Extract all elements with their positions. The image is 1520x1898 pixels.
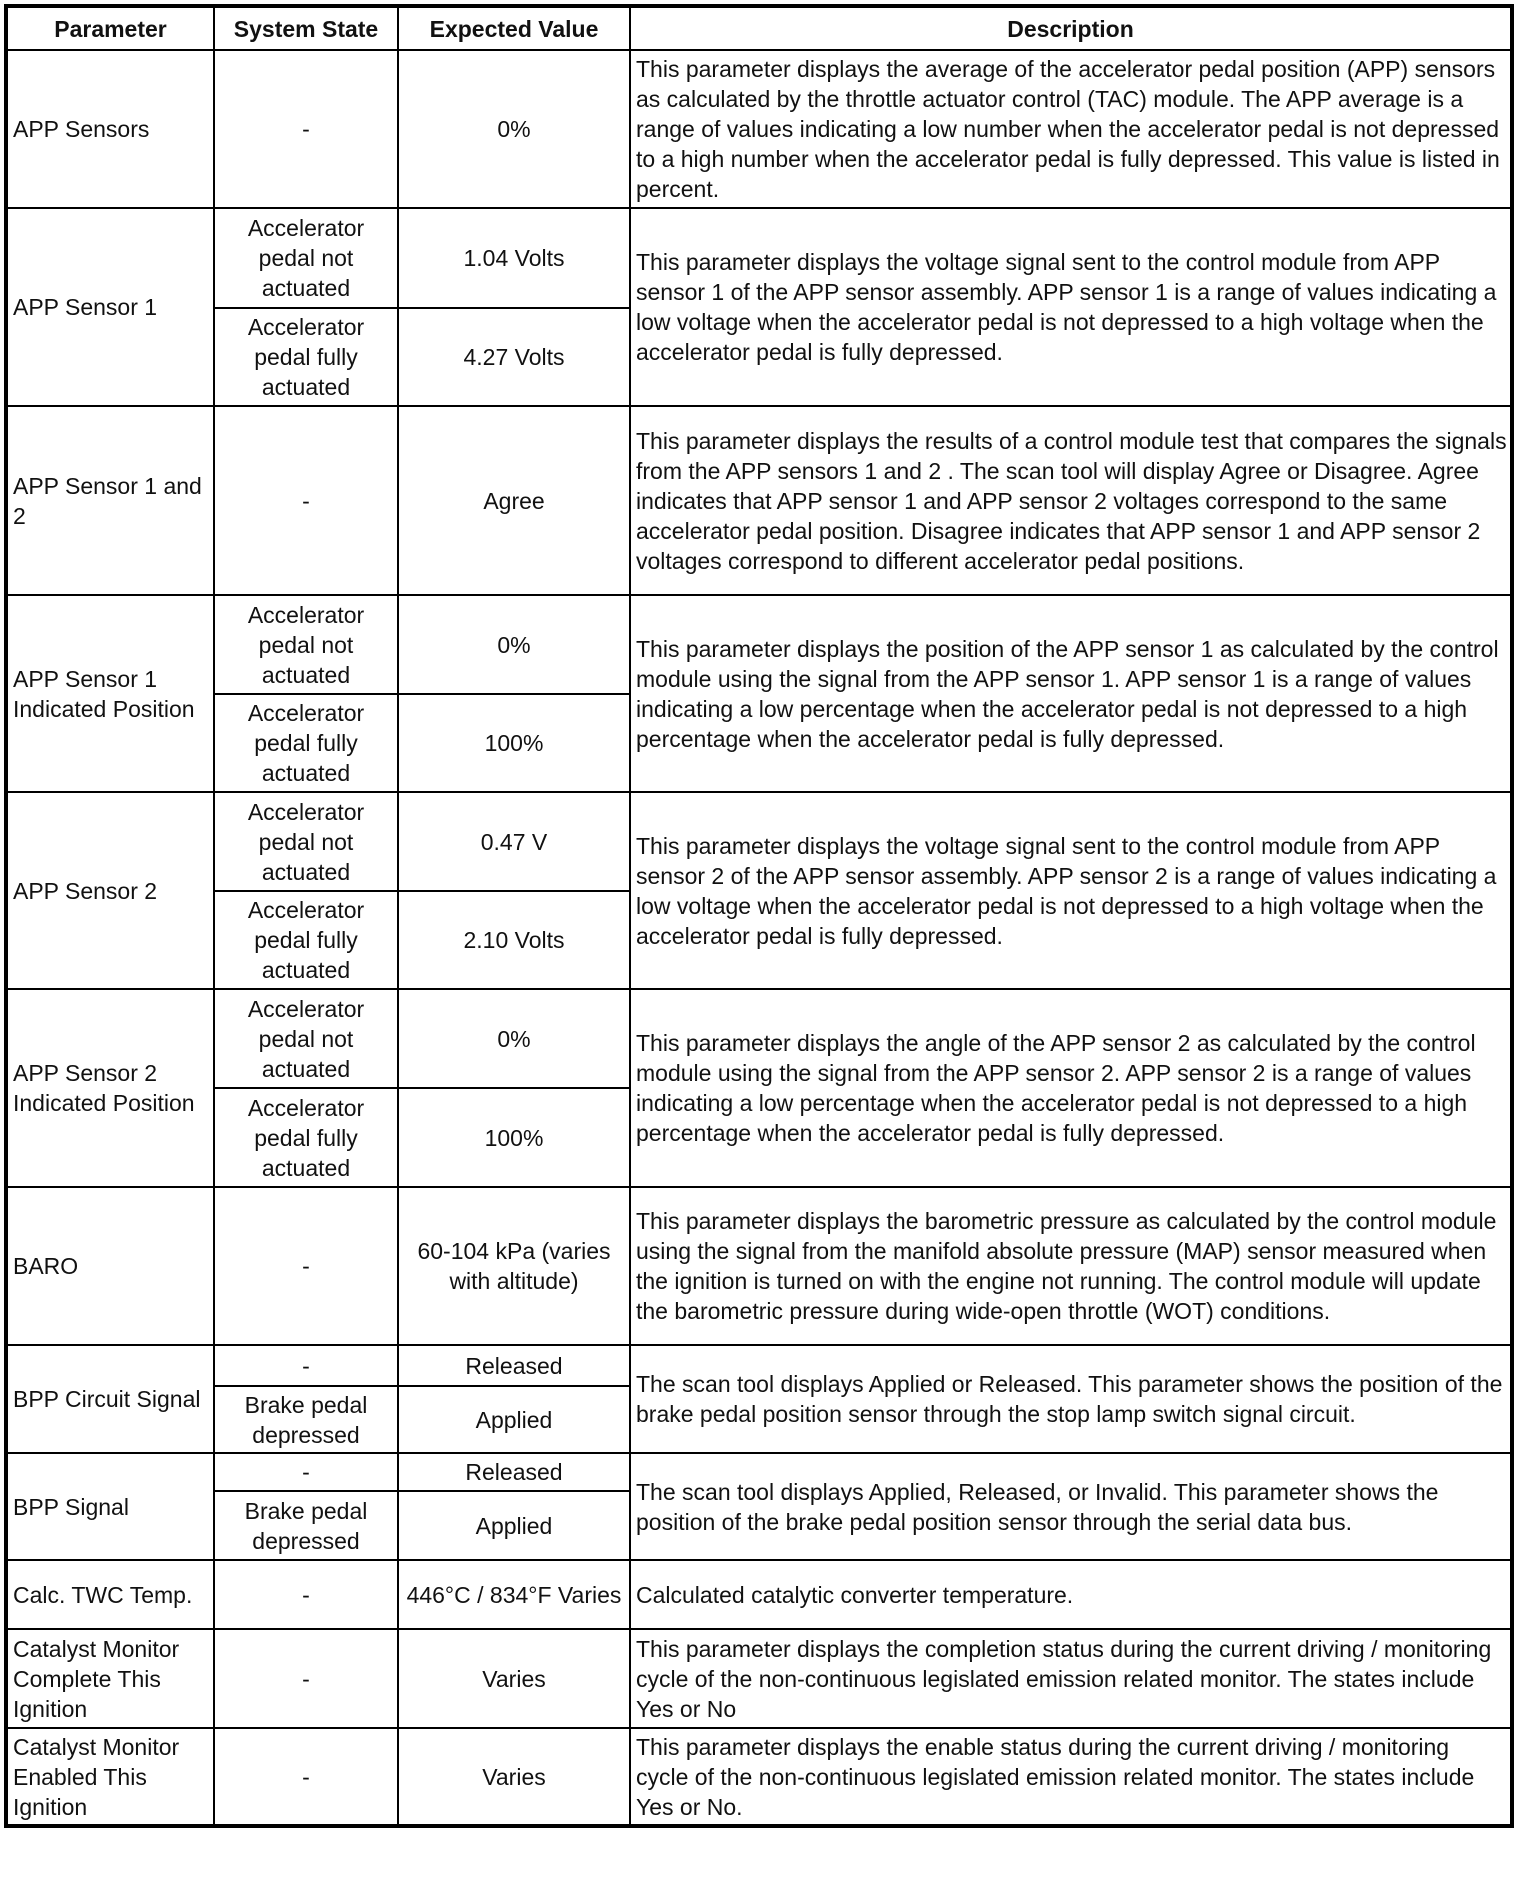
- description-cell: The scan tool displays Applied or Releas…: [629, 1344, 1513, 1454]
- parameter-cell: APP Sensor 1 Indicated Position: [5, 594, 215, 793]
- expected-value-cell: 0%: [397, 594, 631, 695]
- expected-value-cell: 0%: [397, 988, 631, 1089]
- description-cell: This parameter displays the voltage sign…: [629, 791, 1513, 990]
- system-state-cell: Accelerator pedal not actuated: [213, 207, 399, 309]
- parameter-cell: BPP Circuit Signal: [5, 1344, 215, 1454]
- parameter-cell: Calc. TWC Temp.: [5, 1559, 215, 1630]
- description-cell: This parameter displays the enable statu…: [629, 1727, 1513, 1827]
- system-state-cell: Accelerator pedal fully actuated: [213, 1087, 399, 1188]
- table-row: BARO -60-104 kPa (varies with altitude) Th…: [5, 1186, 1513, 1346]
- system-state-cell: -: [213, 49, 399, 209]
- table-row: APP Sensor 1 Accelerator pedal not actuat…: [5, 207, 1513, 407]
- header-system-state: System State: [213, 5, 399, 51]
- parameter-table: Parameter System State Expected Value De…: [4, 4, 1514, 1828]
- table-row: APP Sensor 2 Indicated Position Accelerat…: [5, 988, 1513, 1188]
- header-row: Parameter System State Expected Value De…: [5, 5, 1513, 51]
- expected-value-cell: 60-104 kPa (varies with altitude): [397, 1186, 631, 1346]
- table-row: APP Sensor 1 and 2- Agree This parameter d…: [5, 405, 1513, 596]
- table-row: Catalyst Monitor Enabled This Ignition - V…: [5, 1727, 1513, 1827]
- system-state-cell: -: [213, 1186, 399, 1346]
- description-cell: This parameter displays the completion s…: [629, 1628, 1513, 1729]
- system-state-cell: -: [213, 1559, 399, 1630]
- table-row: APP Sensor 2 Accelerator pedal not actuat…: [5, 791, 1513, 990]
- description-cell: This parameter displays the angle of the…: [629, 988, 1513, 1188]
- expected-value-cell: 446°C / 834°F Varies: [397, 1559, 631, 1630]
- description-cell: Calculated catalytic converter temperatu…: [629, 1559, 1513, 1630]
- system-state-cell: Accelerator pedal fully actuated: [213, 307, 399, 407]
- expected-value-cell: Released: [397, 1344, 631, 1387]
- expected-value-cell: Agree: [397, 405, 631, 596]
- parameter-cell: BPP Signal: [5, 1452, 215, 1561]
- table-row: Calc. TWC Temp. -446°C / 834°F Varies Calc…: [5, 1559, 1513, 1630]
- description-cell: This parameter displays the results of a…: [629, 405, 1513, 596]
- expected-value-cell: 0%: [397, 49, 631, 209]
- table-row: APP Sensors -0% This parameter displays th…: [5, 49, 1513, 209]
- table-row: Accelerator pedal fully actuated 2.10 Vol…: [6, 890, 1512, 990]
- system-state-cell: Brake pedal depressed: [213, 1490, 399, 1561]
- system-state-cell: -: [213, 1628, 399, 1729]
- parameter-cell: APP Sensor 1: [5, 207, 215, 407]
- expected-value-cell: Varies: [397, 1727, 631, 1827]
- table-row: Accelerator pedal fully actuated 4.27 Vol…: [6, 307, 1512, 407]
- description-cell: The scan tool displays Applied, Released…: [629, 1452, 1513, 1561]
- expected-value-cell: Applied: [397, 1490, 631, 1561]
- parameter-cell: Catalyst Monitor Complete This Ignition: [5, 1628, 215, 1729]
- system-state-cell: Accelerator pedal not actuated: [213, 791, 399, 892]
- expected-value-cell: Varies: [397, 1628, 631, 1729]
- system-state-cell: Accelerator pedal fully actuated: [213, 693, 399, 793]
- system-state-cell: -: [213, 1727, 399, 1827]
- system-state-cell: Accelerator pedal fully actuated: [213, 890, 399, 990]
- parameter-cell: Catalyst Monitor Enabled This Ignition: [5, 1727, 215, 1827]
- description-cell: This parameter displays the barometric p…: [629, 1186, 1513, 1346]
- table-row: BPP Signal - Released The scan tool display…: [5, 1452, 1513, 1561]
- expected-value-cell: 100%: [397, 1087, 631, 1188]
- system-state-cell: Brake pedal depressed: [213, 1385, 399, 1454]
- expected-value-cell: Applied: [397, 1385, 631, 1454]
- parameter-cell: APP Sensors: [5, 49, 215, 209]
- expected-value-cell: Released: [397, 1452, 631, 1492]
- parameter-cell: BARO: [5, 1186, 215, 1346]
- header-parameter: Parameter: [5, 5, 215, 51]
- table-row: Catalyst Monitor Complete This Ignition -…: [5, 1628, 1513, 1729]
- expected-value-cell: 1.04 Volts: [397, 207, 631, 309]
- system-state-cell: Accelerator pedal not actuated: [213, 594, 399, 695]
- table-row: BPP Circuit Signal - Released The scan tool…: [5, 1344, 1513, 1454]
- expected-value-cell: 100%: [397, 693, 631, 793]
- table-row: Accelerator pedal fully actuated 100%: [6, 693, 1512, 793]
- table-row: APP Sensor 1 Indicated Position Accelerat…: [5, 594, 1513, 793]
- table-row: Brake pedal depressed Applied: [6, 1490, 1512, 1561]
- parameter-cell: APP Sensor 1 and 2: [5, 405, 215, 596]
- parameter-cell: APP Sensor 2 Indicated Position: [5, 988, 215, 1188]
- system-state-cell: -: [213, 405, 399, 596]
- expected-value-cell: 2.10 Volts: [397, 890, 631, 990]
- table-row: Accelerator pedal fully actuated 100%: [6, 1087, 1512, 1188]
- description-cell: This parameter displays the position of …: [629, 594, 1513, 793]
- system-state-cell: -: [213, 1344, 399, 1387]
- system-state-cell: -: [213, 1452, 399, 1492]
- parameter-cell: APP Sensor 2: [5, 791, 215, 990]
- expected-value-cell: 0.47 V: [397, 791, 631, 892]
- expected-value-cell: 4.27 Volts: [397, 307, 631, 407]
- system-state-cell: Accelerator pedal not actuated: [213, 988, 399, 1089]
- header-expected-value: Expected Value: [397, 5, 631, 51]
- description-cell: This parameter displays the voltage sign…: [629, 207, 1513, 407]
- description-cell: This parameter displays the average of t…: [629, 49, 1513, 209]
- table-row: Brake pedal depressed Applied: [6, 1385, 1512, 1454]
- header-description: Description: [629, 5, 1513, 51]
